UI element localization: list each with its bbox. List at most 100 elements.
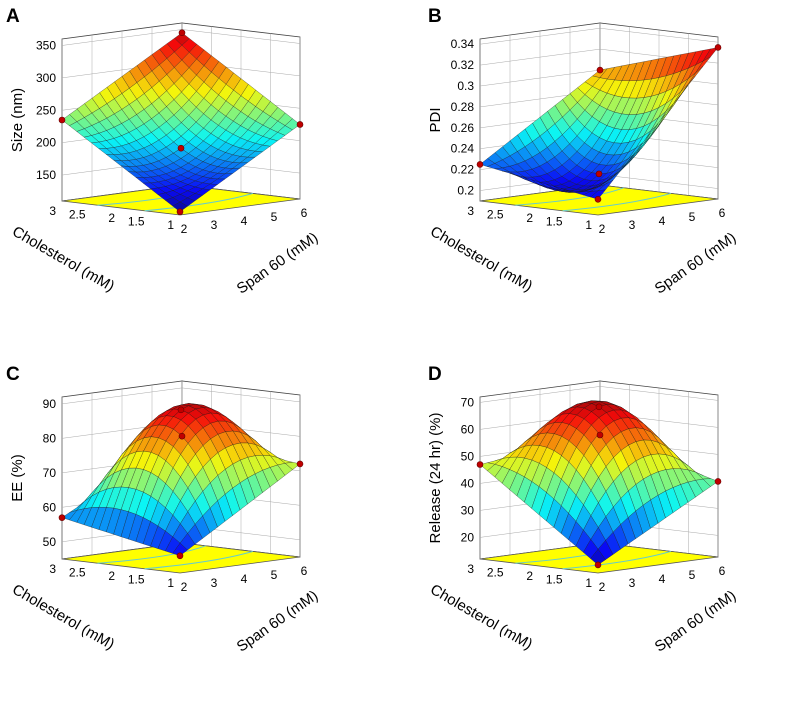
- design-point: [476, 161, 484, 168]
- y-tick-label: 2: [108, 211, 115, 225]
- z-tick-label: 0.2: [457, 184, 474, 198]
- x-tick-label: 3: [629, 576, 636, 590]
- design-point: [177, 406, 185, 414]
- x-tick-label: 2: [181, 580, 188, 594]
- chart-panel-a: A 150 200 250 300 350 2 3 4 5 6 1 1.5 2 2.5 3 Size (nm) S…: [6, 6, 321, 298]
- z-axis-label: EE (%): [9, 454, 26, 502]
- y-tick-label: 3: [467, 562, 474, 576]
- floor-contour: [97, 545, 206, 564]
- z-tick-label: 250: [36, 103, 56, 117]
- x-axis-label: Span 60 (mM): [652, 229, 740, 297]
- z-tick-label: 20: [461, 530, 475, 544]
- z-tick-label: 70: [43, 466, 57, 480]
- y-axis-label: Cholesterol (mM): [9, 581, 117, 653]
- x-axis-label: Span 60 (mM): [234, 587, 322, 655]
- x-tick-label: 5: [271, 210, 278, 224]
- x-tick-label: 6: [719, 564, 726, 578]
- surface-patch: [172, 201, 188, 212]
- x-tick-label: 2: [181, 222, 188, 236]
- x-tick-label: 3: [629, 218, 636, 232]
- design-point: [178, 432, 186, 440]
- response-surface: [479, 400, 719, 566]
- design-point: [178, 29, 186, 37]
- floor-contour: [144, 550, 253, 570]
- x-tick-label: 5: [689, 568, 696, 582]
- panel-letter: C: [6, 364, 20, 385]
- x-tick-label: 5: [689, 210, 696, 224]
- chart-panel-b: B 0.2 0.22 0.24 0.26 0.28 0.3 0.32 0.34 2 3 4 5 6 1 1.5…: [427, 6, 739, 298]
- z-tick-label: 300: [36, 71, 56, 85]
- z-axis-label: Size (nm): [9, 88, 26, 152]
- panel-letter: D: [428, 364, 442, 385]
- y-tick-label: 3: [49, 562, 56, 576]
- z-tick-label: 350: [36, 38, 56, 52]
- floor-contour: [515, 187, 624, 206]
- design-point: [595, 170, 603, 178]
- z-tick-label: 0.34: [451, 37, 475, 51]
- design-point: [58, 514, 66, 521]
- z-tick-label: 30: [461, 503, 475, 517]
- x-tick-label: 4: [659, 214, 666, 228]
- x-tick-label: 5: [271, 568, 278, 582]
- y-tick-label: 2.5: [487, 566, 504, 580]
- x-tick-label: 4: [241, 572, 248, 586]
- design-point: [296, 460, 304, 468]
- z-tick-label: 60: [461, 422, 475, 436]
- surface-patch: [590, 189, 606, 200]
- design-point: [58, 116, 66, 124]
- y-tick-label: 1: [167, 576, 174, 590]
- z-tick-label: 50: [43, 535, 57, 549]
- design-point: [176, 552, 184, 560]
- z-tick-label: 80: [43, 431, 57, 445]
- floor-contour: [562, 550, 671, 570]
- x-tick-label: 3: [211, 576, 218, 590]
- z-tick-label: 40: [461, 476, 475, 490]
- design-point: [177, 144, 185, 152]
- y-tick-label: 3: [49, 204, 56, 218]
- x-tick-label: 6: [301, 564, 308, 578]
- x-tick-label: 2: [599, 580, 606, 594]
- x-tick-label: 4: [659, 572, 666, 586]
- z-tick-label: 90: [43, 397, 57, 411]
- z-tick-label: 0.22: [451, 163, 475, 177]
- y-tick-label: 2.5: [69, 566, 86, 580]
- y-axis-label: Cholesterol (mM): [427, 581, 535, 653]
- response-surface: [61, 403, 301, 556]
- x-tick-label: 4: [241, 214, 248, 228]
- x-axis-label: Span 60 (mM): [234, 229, 322, 297]
- y-tick-label: 1: [167, 218, 174, 232]
- z-tick-label: 60: [43, 500, 57, 514]
- design-point: [594, 196, 602, 203]
- z-tick-label: 50: [461, 449, 475, 463]
- design-point: [594, 561, 602, 569]
- z-tick-label: 200: [36, 136, 56, 150]
- x-tick-label: 3: [211, 218, 218, 232]
- y-tick-label: 1.5: [128, 215, 145, 229]
- design-point: [596, 431, 604, 439]
- y-tick-label: 2: [108, 569, 115, 583]
- x-tick-label: 6: [719, 206, 726, 220]
- y-tick-label: 1.5: [128, 573, 145, 587]
- z-tick-label: 150: [36, 168, 56, 182]
- design-point: [176, 208, 184, 216]
- y-tick-label: 2: [526, 569, 533, 583]
- chart-panel-d: D 20 30 40 50 60 70 2 3 4 5 6 1 1.5 2 2.5 3 Release (24 h…: [427, 364, 739, 656]
- x-tick-label: 2: [599, 222, 606, 236]
- floor-contour: [144, 192, 253, 212]
- surface-patch: [590, 548, 606, 566]
- y-tick-label: 2.5: [487, 208, 504, 222]
- y-axis-label: Cholesterol (mM): [9, 223, 117, 295]
- y-tick-label: 1.5: [546, 573, 563, 587]
- surface-patch: [172, 542, 188, 556]
- z-tick-label: 0.32: [451, 58, 475, 72]
- z-tick-label: 0.24: [451, 142, 475, 156]
- z-tick-label: 0.28: [451, 100, 475, 114]
- design-point: [714, 44, 722, 51]
- design-point: [595, 403, 603, 411]
- panel-letter: B: [428, 6, 442, 27]
- response-surface: [61, 32, 301, 212]
- y-tick-label: 2: [526, 211, 533, 225]
- chart-panel-c: C 50 60 70 80 90 2 3 4 5 6 1 1.5 2 2.5 3 EE (%) Span 60 (…: [6, 364, 321, 656]
- design-point: [476, 461, 484, 468]
- y-tick-label: 1: [585, 218, 592, 232]
